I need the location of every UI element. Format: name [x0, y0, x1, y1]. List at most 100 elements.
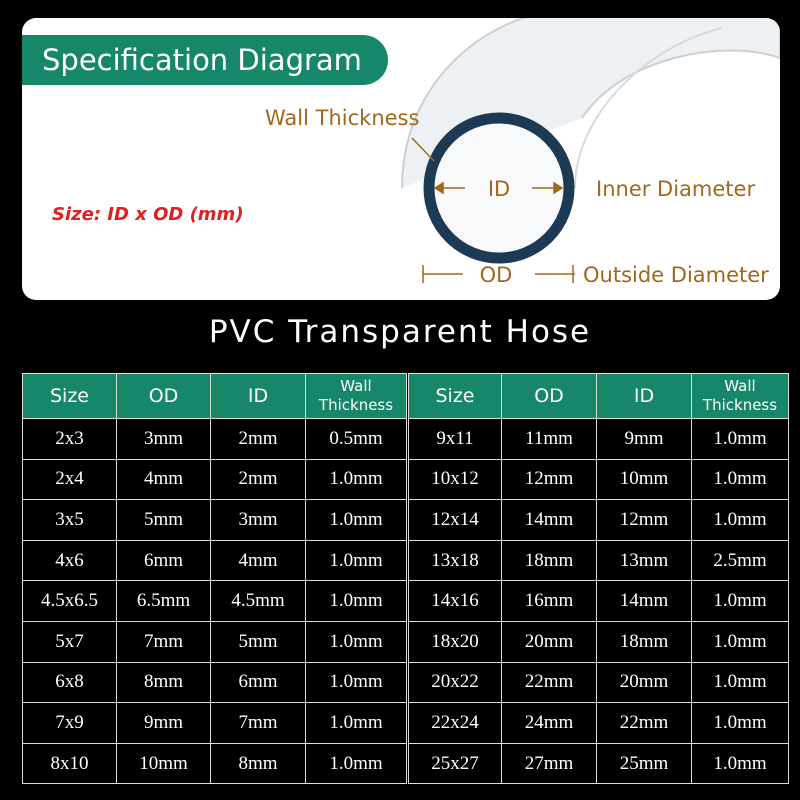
table-cell: 5mm	[210, 620, 306, 663]
table-cell: 2.5mm	[691, 539, 789, 582]
table-cell: 1.0mm	[691, 702, 789, 744]
table-cell: 4.5mm	[210, 580, 306, 622]
table-cell: 2mm	[210, 458, 306, 501]
table-cell: 10mm	[116, 742, 211, 785]
table-row: 4.5x6.5 6.5mm 4.5mm 1.0mm 14x16 16mm 14mm 1.0mm	[22, 580, 789, 622]
table-title: PVC Transparent Hose	[208, 314, 592, 350]
table-cell: 7mm	[210, 702, 306, 744]
column-header: Size	[406, 373, 502, 419]
table-cell: 1.0mm	[691, 580, 789, 622]
column-header: ID	[596, 373, 692, 419]
tube-edge	[574, 27, 723, 189]
table-cell: 25x27	[406, 742, 502, 785]
table-cell: 22mm	[501, 661, 597, 704]
id-arrows	[433, 181, 564, 195]
table-row: 7x9 9mm 7mm 1.0mm 22x24 24mm 22mm 1.0mm	[22, 702, 789, 744]
table-cell: 1.0mm	[305, 458, 408, 501]
table-cell: 7mm	[116, 620, 211, 663]
table-row: 2x3 3mm 2mm 0.5mm 9x11 11mm 9mm 1.0mm	[22, 418, 789, 460]
table-cell: 5mm	[116, 499, 211, 541]
table-cell: 2x4	[22, 458, 117, 501]
table-cell: 9mm	[596, 418, 692, 460]
table-cell: 24mm	[501, 702, 597, 744]
column-header: OD	[501, 373, 597, 419]
table-cell: 3mm	[116, 418, 211, 460]
table-cell: 10mm	[596, 458, 692, 501]
wall-pointer	[411, 137, 435, 162]
table-cell: 14x16	[406, 580, 502, 622]
table-cell: 1.0mm	[691, 620, 789, 663]
table-cell: 16mm	[501, 580, 597, 622]
table-cell: 20x22	[406, 661, 502, 704]
table-cell: 18mm	[596, 620, 692, 663]
table-cell: 10x12	[406, 458, 502, 501]
table-cell: 6mm	[116, 539, 211, 582]
table-cell: 0.5mm	[305, 418, 408, 460]
table-cell: 6mm	[210, 661, 306, 704]
table-cell: 6x8	[22, 661, 117, 704]
od-desc: Outside Diameter	[583, 263, 769, 287]
tube-ring	[423, 112, 575, 264]
od-arrows	[422, 265, 575, 283]
header-title: Specification Diagram	[22, 35, 388, 85]
column-header: Wall Thickness	[691, 373, 789, 419]
table-cell: 3mm	[210, 499, 306, 541]
table-cell: 1.0mm	[305, 661, 408, 704]
id-desc: Inner Diameter	[596, 177, 755, 201]
table-cell: 1.0mm	[305, 539, 408, 582]
table-row: 6x8 8mm 6mm 1.0mm 20x22 22mm 20mm 1.0mm	[22, 661, 789, 704]
table-cell: 1.0mm	[691, 418, 789, 460]
table-cell: 1.0mm	[305, 742, 408, 785]
tube-diagram: Wall Thickness ID Inner Diameter OD Outs…	[52, 18, 780, 287]
table-cell: 4mm	[116, 458, 211, 501]
table-cell: 13mm	[596, 539, 692, 582]
header-row: Size OD ID Wall Thickness Size OD ID Wall Thick…	[22, 373, 789, 419]
table-cell: 8x10	[22, 742, 117, 785]
spec-table: Size OD ID Wall Thickness Size OD ID Wall Thick…	[22, 373, 789, 785]
table-cell: 20mm	[596, 661, 692, 704]
column-header: OD	[116, 373, 211, 419]
table-cell: 8mm	[210, 742, 306, 785]
table-cell: 1.0mm	[691, 458, 789, 501]
table-cell: 22x24	[406, 702, 502, 744]
wall-label: Wall Thickness	[265, 106, 419, 130]
table-cell: 8mm	[116, 661, 211, 704]
table-cell: 1.0mm	[691, 499, 789, 541]
table-row: 8x10 10mm 8mm 1.0mm 25x27 27mm 25mm 1.0mm	[22, 742, 789, 785]
table-cell: 1.0mm	[691, 742, 789, 785]
table-cell: 3x5	[22, 499, 117, 541]
table-cell: 27mm	[501, 742, 597, 785]
table-row: 5x7 7mm 5mm 1.0mm 18x20 20mm 18mm 1.0mm	[22, 620, 789, 663]
table-cell: 1.0mm	[305, 499, 408, 541]
table-cell: 5x7	[22, 620, 117, 663]
column-header: ID	[210, 373, 306, 419]
table-row: 4x6 6mm 4mm 1.0mm 13x18 18mm 13mm 2.5mm	[22, 539, 789, 582]
table-cell: 2mm	[210, 418, 306, 460]
od-label: OD	[480, 263, 513, 287]
table-cell: 4.5x6.5	[22, 580, 117, 622]
table-cell: 9mm	[116, 702, 211, 744]
table-cell: 14mm	[596, 580, 692, 622]
table-row: 2x4 4mm 2mm 1.0mm 10x12 12mm 10mm 1.0mm	[22, 458, 789, 501]
table-cell: 25mm	[596, 742, 692, 785]
table-cell: 1.0mm	[305, 580, 408, 622]
table-cell: 6.5mm	[116, 580, 211, 622]
table-cell: 12mm	[596, 499, 692, 541]
column-header: Size	[22, 373, 117, 419]
table-cell: 4x6	[22, 539, 117, 582]
size-note: Size: ID x OD (mm)	[52, 204, 244, 225]
table-cell: 4mm	[210, 539, 306, 582]
table-row: 3x5 5mm 3mm 1.0mm 12x14 14mm 12mm 1.0mm	[22, 499, 789, 541]
table-cell: 12x14	[406, 499, 502, 541]
table-cell: 20mm	[501, 620, 597, 663]
diagram-panel: Wall Thickness ID Inner Diameter OD Outs…	[22, 18, 780, 300]
table-cell: 18mm	[501, 539, 597, 582]
table-cell: 11mm	[501, 418, 597, 460]
table-cell: 7x9	[22, 702, 117, 744]
id-label: ID	[488, 177, 510, 201]
table-cell: 22mm	[596, 702, 692, 744]
table-cell: 12mm	[501, 458, 597, 501]
table-cell: 2x3	[22, 418, 117, 460]
table-cell: 18x20	[406, 620, 502, 663]
